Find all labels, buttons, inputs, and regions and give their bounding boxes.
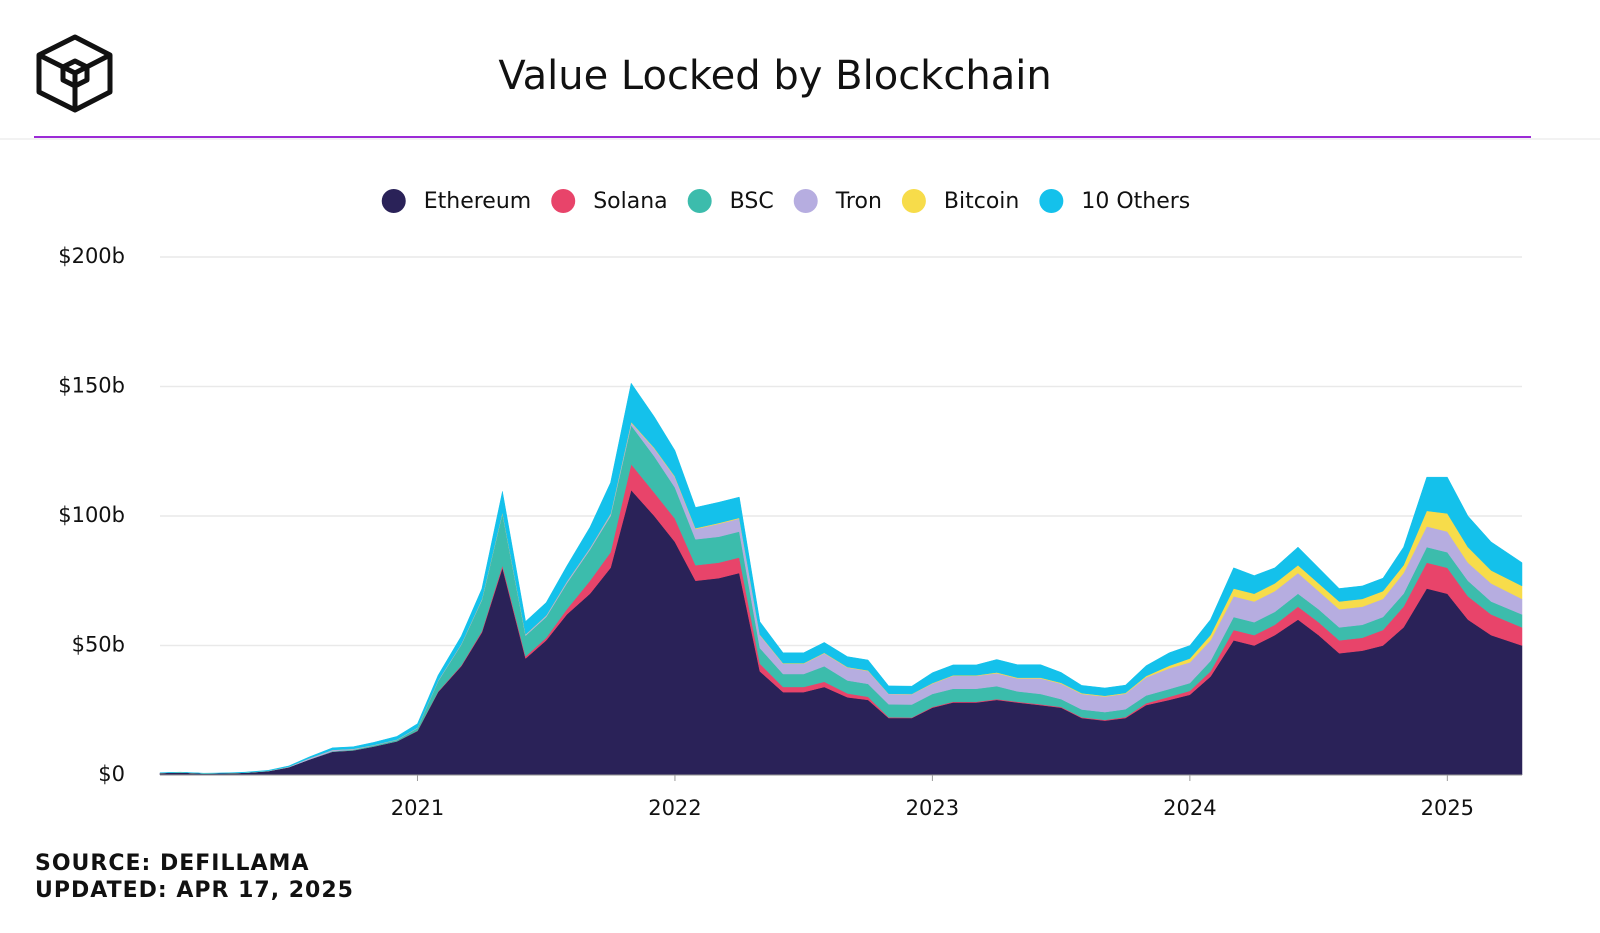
- areas: [159, 382, 1523, 776]
- y-tick-label: $0: [98, 762, 125, 786]
- logo: [36, 34, 113, 113]
- legend-item: Bitcoin: [901, 189, 1019, 214]
- legend-swatch: [381, 189, 406, 213]
- legend-label: BSC: [730, 189, 774, 214]
- x-tick-label: 2022: [648, 796, 701, 820]
- x-tick-label: 2021: [391, 796, 444, 820]
- legend-item: Solana: [551, 189, 668, 214]
- y-tick-label: $100b: [58, 503, 125, 527]
- legend-item: BSC: [687, 189, 774, 214]
- legend-swatch: [1039, 189, 1064, 213]
- legend-label: Ethereum: [424, 189, 531, 214]
- legend-label: Tron: [835, 189, 882, 214]
- y-tick-label: $50b: [72, 633, 125, 657]
- legend-swatch: [551, 189, 576, 213]
- legend-item: 10 Others: [1039, 189, 1190, 214]
- legend: Ethereum Solana BSC Tron Bitcoin 10 Others: [381, 189, 1190, 214]
- legend-label: Bitcoin: [944, 189, 1019, 214]
- legend-swatch: [687, 189, 712, 213]
- legend-swatch: [901, 189, 926, 213]
- grid: $0 $50b $100b $150b $200b 2021 2022 2023 2024 202…: [58, 244, 1522, 820]
- area: [159, 382, 1523, 774]
- legend-label: Solana: [593, 189, 667, 214]
- x-tick-label: 2024: [1163, 796, 1216, 820]
- legend-item: Ethereum: [381, 189, 531, 214]
- y-tick-label: $150b: [58, 374, 125, 398]
- chart-title: Value Locked by Blockchain: [498, 53, 1051, 99]
- x-tick-label: 2025: [1421, 796, 1474, 820]
- updated: UPDATED: APR 17, 2025: [35, 878, 354, 903]
- source: SOURCE: DEFILLAMA: [35, 851, 309, 876]
- legend-label: 10 Others: [1081, 189, 1190, 214]
- legend-swatch: [793, 189, 818, 213]
- y-tick-label: $200b: [58, 244, 125, 268]
- x-tick-label: 2023: [906, 796, 959, 820]
- legend-item: Tron: [793, 189, 882, 214]
